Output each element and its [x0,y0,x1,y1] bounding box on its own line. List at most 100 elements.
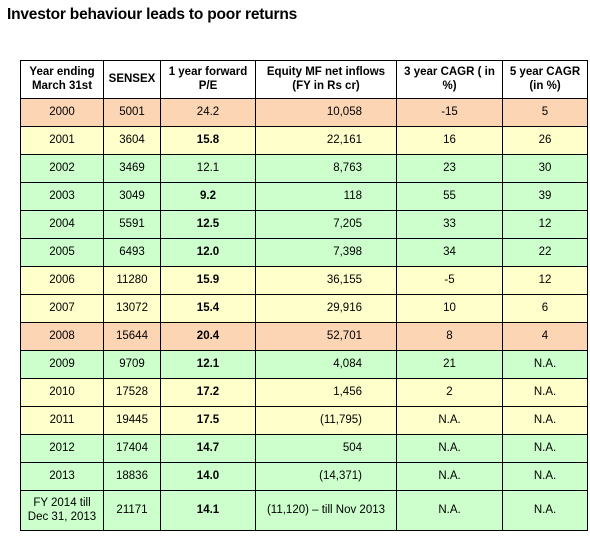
cell-sensex: 17404 [103,434,161,463]
cell-cagr5: N.A. [502,350,588,379]
cell-cagr3: 10 [396,294,503,323]
cell-cagr3: 55 [396,182,503,211]
table-row: 2012 17404 14.7 504 N.A. N.A. [20,434,588,463]
cell-cagr5: N.A. [502,406,588,435]
header-pe: 1 year forward P/E [160,60,256,99]
cell-year: 2005 [20,238,104,267]
cell-cagr3: 33 [396,210,503,239]
cell-cagr3: 34 [396,238,503,267]
cell-cagr5: N.A. [502,490,588,531]
cell-cagr3: 2 [396,378,503,407]
cell-inflows: (11,120) – till Nov 2013 [255,490,397,531]
cell-sensex: 9709 [103,350,161,379]
table-row: 2001 3604 15.8 22,161 16 26 [20,126,588,155]
cell-pe: 12.0 [160,238,256,267]
cell-pe: 12.5 [160,210,256,239]
table-row: 2002 3469 12.1 8,763 23 30 [20,154,588,183]
cell-cagr5: 39 [502,182,588,211]
cell-year: 2006 [20,266,104,295]
cell-cagr5: 12 [502,210,588,239]
table-row: FY 2014 till Dec 31, 2013 21171 14.1 (11,12… [20,490,588,531]
cell-pe: 17.2 [160,378,256,407]
cell-cagr5: 4 [502,322,588,351]
cell-cagr3: N.A. [396,490,503,531]
cell-inflows: 4,084 [255,350,397,379]
table-row: 2011 19445 17.5 (11,795) N.A. N.A. [20,406,588,435]
cell-inflows: 1,456 [255,378,397,407]
cell-cagr3: N.A. [396,406,503,435]
cell-cagr5: N.A. [502,378,588,407]
table-row: 2005 6493 12.0 7,398 34 22 [20,238,588,267]
cell-inflows: 36,155 [255,266,397,295]
cell-year: 2009 [20,350,104,379]
cell-cagr3: N.A. [396,462,503,491]
cell-cagr5: 5 [502,98,588,127]
header-year: Year ending March 31st [20,60,104,99]
header-sensex: SENSEX [103,60,161,99]
cell-sensex: 15644 [103,322,161,351]
cell-year: 2002 [20,154,104,183]
cell-year: 2001 [20,126,104,155]
cell-cagr5: 6 [502,294,588,323]
cell-sensex: 18836 [103,462,161,491]
cell-cagr5: 12 [502,266,588,295]
cell-sensex: 5591 [103,210,161,239]
cell-sensex: 21171 [103,490,161,531]
cell-cagr3: 23 [396,154,503,183]
cell-year: 2011 [20,406,104,435]
cell-inflows: 10,058 [255,98,397,127]
cell-cagr5: 22 [502,238,588,267]
investor-returns-table: Year ending March 31st SENSEX 1 year for… [20,60,588,531]
cell-cagr3: 8 [396,322,503,351]
cell-year: FY 2014 till Dec 31, 2013 [20,490,104,531]
cell-sensex: 3604 [103,126,161,155]
table-row: 2009 9709 12.1 4,084 21 N.A. [20,350,588,379]
cell-pe: 15.4 [160,294,256,323]
table-header-row: Year ending March 31st SENSEX 1 year for… [20,60,588,99]
cell-cagr3: N.A. [396,434,503,463]
cell-sensex: 3469 [103,154,161,183]
table-row: 2008 15644 20.4 52,701 8 4 [20,322,588,351]
cell-pe: 24.2 [160,98,256,127]
cell-pe: 14.7 [160,434,256,463]
cell-pe: 14.0 [160,462,256,491]
cell-sensex: 3049 [103,182,161,211]
table-row: 2013 18836 14.0 (14,371) N.A. N.A. [20,462,588,491]
table-row: 2000 5001 24.2 10,058 -15 5 [20,98,588,127]
cell-inflows: 52,701 [255,322,397,351]
cell-inflows: 8,763 [255,154,397,183]
cell-pe: 15.9 [160,266,256,295]
cell-year: 2004 [20,210,104,239]
cell-cagr3: 16 [396,126,503,155]
cell-sensex: 19445 [103,406,161,435]
cell-cagr3: 21 [396,350,503,379]
cell-pe: 12.1 [160,154,256,183]
table-row: 2006 11280 15.9 36,155 -5 12 [20,266,588,295]
cell-inflows: 504 [255,434,397,463]
cell-year: 2008 [20,322,104,351]
cell-year: 2010 [20,378,104,407]
cell-inflows: 118 [255,182,397,211]
table-body: 2000 5001 24.2 10,058 -15 5 2001 3604 15.8 22,161… [20,98,588,531]
cell-pe: 9.2 [160,182,256,211]
cell-inflows: 7,205 [255,210,397,239]
cell-pe: 15.8 [160,126,256,155]
cell-year: 2012 [20,434,104,463]
cell-pe: 17.5 [160,406,256,435]
cell-cagr5: N.A. [502,462,588,491]
cell-cagr3: -5 [396,266,503,295]
cell-cagr5: 30 [502,154,588,183]
cell-inflows: 29,916 [255,294,397,323]
cell-sensex: 17528 [103,378,161,407]
cell-year: 2007 [20,294,104,323]
cell-year: 2000 [20,98,104,127]
cell-inflows: (11,795) [255,406,397,435]
cell-sensex: 11280 [103,266,161,295]
cell-cagr5: 26 [502,126,588,155]
page-title: Investor behaviour leads to poor returns [7,6,298,23]
cell-pe: 12.1 [160,350,256,379]
header-cagr5: 5 year CAGR (in %) [502,60,588,99]
cell-pe: 20.4 [160,322,256,351]
cell-cagr5: N.A. [502,434,588,463]
table-row: 2007 13072 15.4 29,916 10 6 [20,294,588,323]
